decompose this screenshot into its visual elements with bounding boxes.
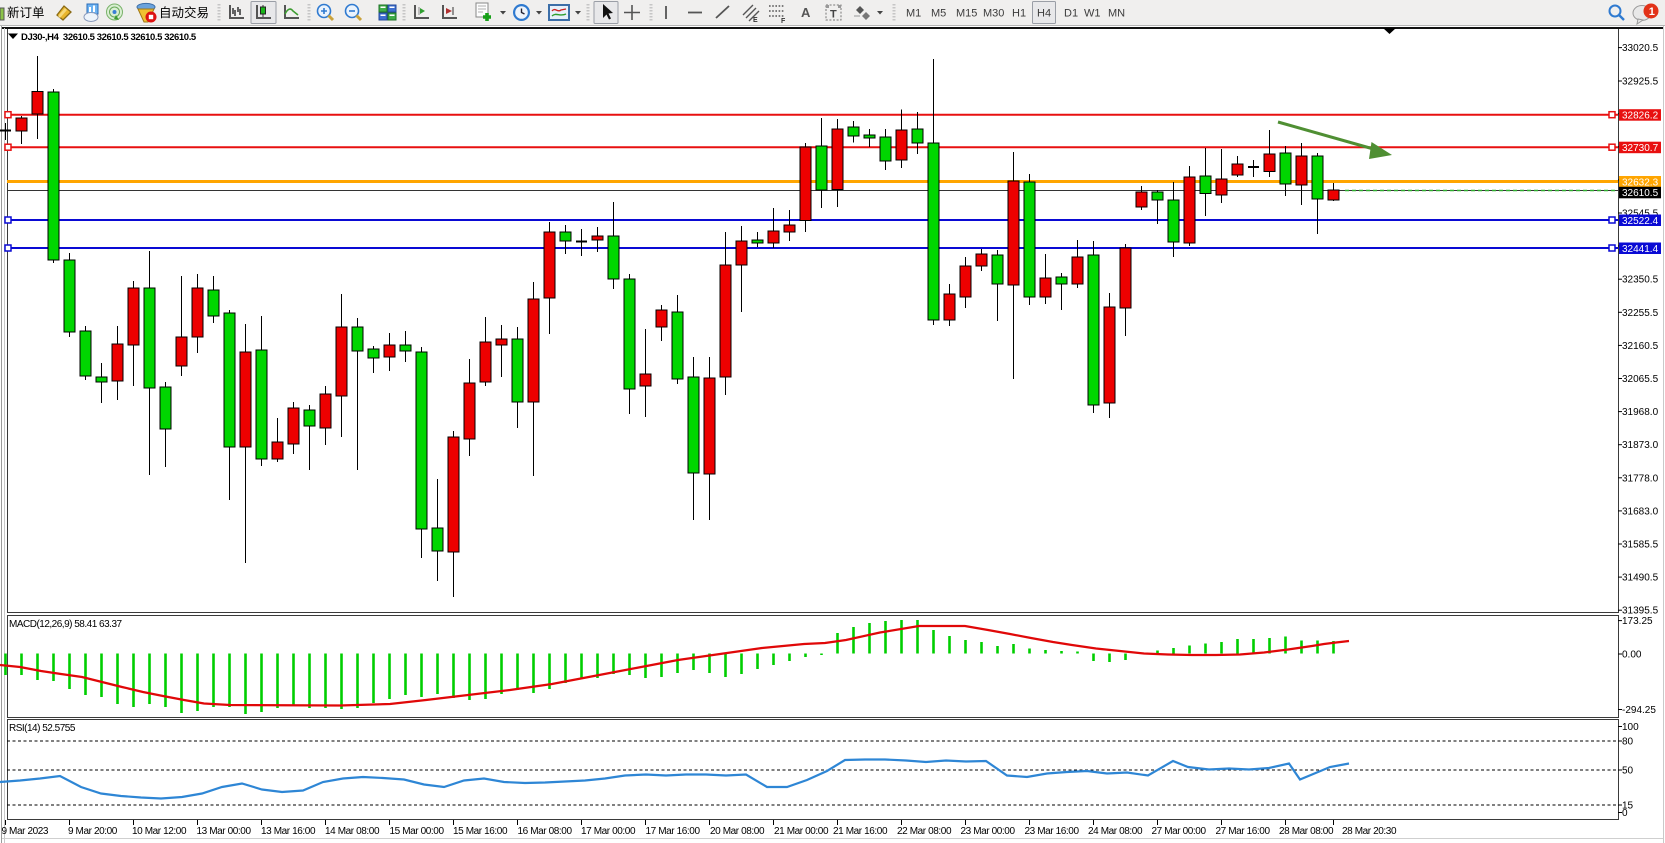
svg-text:32160.5: 32160.5 [1622, 341, 1659, 352]
svg-text:DJ30-,H4 32610.5 32610.5 3261: DJ30-,H4 32610.5 32610.5 32610.5 32610.5 [21, 32, 197, 43]
svg-text:27 Mar 00:00: 27 Mar 00:00 [1152, 826, 1207, 837]
svg-text:31683.0: 31683.0 [1622, 506, 1659, 517]
svg-text:14 Mar 08:00: 14 Mar 08:00 [325, 826, 380, 837]
svg-text:0: 0 [1622, 808, 1628, 819]
svg-text:13 Mar 00:00: 13 Mar 00:00 [197, 826, 252, 837]
svg-text:MN: MN [1108, 8, 1125, 20]
svg-text:RSI(14) 52.5755: RSI(14) 52.5755 [9, 723, 76, 734]
svg-text:F: F [781, 18, 786, 25]
svg-text:173.25: 173.25 [1622, 616, 1653, 627]
svg-text:15: 15 [1622, 801, 1634, 812]
svg-text:80: 80 [1622, 737, 1634, 748]
svg-text:1: 1 [1649, 6, 1655, 18]
svg-text:0.00: 0.00 [1622, 650, 1642, 661]
svg-text:22 Mar 08:00: 22 Mar 08:00 [897, 826, 952, 837]
svg-text:M5: M5 [931, 8, 946, 20]
svg-text:31490.5: 31490.5 [1622, 573, 1659, 584]
svg-text:21 Mar 00:00: 21 Mar 00:00 [774, 826, 829, 837]
svg-text:21 Mar 16:00: 21 Mar 16:00 [833, 826, 888, 837]
svg-text:33020.5: 33020.5 [1622, 43, 1659, 54]
svg-text:32632.3: 32632.3 [1622, 177, 1659, 188]
svg-text:31395.5: 31395.5 [1622, 606, 1659, 617]
svg-text:32441.4: 32441.4 [1622, 244, 1659, 255]
svg-text:M15: M15 [956, 8, 977, 20]
svg-text:H1: H1 [1012, 8, 1026, 20]
svg-text:15 Mar 16:00: 15 Mar 16:00 [453, 826, 508, 837]
svg-text:D1: D1 [1064, 8, 1078, 20]
svg-text:E: E [753, 17, 758, 24]
svg-text:28 Mar 20:30: 28 Mar 20:30 [1342, 826, 1397, 837]
svg-text:32065.5: 32065.5 [1622, 374, 1659, 385]
svg-text:32350.5: 32350.5 [1622, 275, 1659, 286]
svg-text:16 Mar 08:00: 16 Mar 08:00 [518, 826, 573, 837]
svg-text:17 Mar 16:00: 17 Mar 16:00 [646, 826, 701, 837]
svg-text:32255.5: 32255.5 [1622, 308, 1659, 319]
svg-text:A: A [801, 5, 811, 20]
svg-text:10 Mar 12:00: 10 Mar 12:00 [132, 826, 187, 837]
svg-text:13 Mar 16:00: 13 Mar 16:00 [261, 826, 316, 837]
svg-text:H4: H4 [1037, 8, 1051, 20]
svg-text:T: T [830, 9, 837, 21]
svg-text:23 Mar 00:00: 23 Mar 00:00 [961, 826, 1016, 837]
svg-text:31778.0: 31778.0 [1622, 473, 1659, 484]
svg-text:31873.0: 31873.0 [1622, 440, 1659, 451]
svg-text:32826.2: 32826.2 [1622, 111, 1659, 122]
svg-text:23 Mar 16:00: 23 Mar 16:00 [1025, 826, 1080, 837]
svg-text:M30: M30 [983, 8, 1004, 20]
svg-text:9 Mar 20:00: 9 Mar 20:00 [68, 826, 118, 837]
svg-text:28 Mar 08:00: 28 Mar 08:00 [1279, 826, 1334, 837]
svg-text:32522.4: 32522.4 [1622, 216, 1659, 227]
svg-text:24 Mar 08:00: 24 Mar 08:00 [1088, 826, 1143, 837]
svg-text:32730.7: 32730.7 [1622, 143, 1659, 154]
svg-text:15 Mar 00:00: 15 Mar 00:00 [390, 826, 445, 837]
svg-text:32545.5: 32545.5 [1622, 209, 1659, 220]
svg-text:100: 100 [1622, 722, 1639, 733]
svg-text:W1: W1 [1084, 8, 1101, 20]
svg-text:新订单: 新订单 [7, 5, 45, 20]
svg-text:20 Mar 08:00: 20 Mar 08:00 [710, 826, 765, 837]
svg-text:9 Mar 2023: 9 Mar 2023 [2, 826, 49, 837]
svg-text:31585.5: 31585.5 [1622, 540, 1659, 551]
svg-text:M1: M1 [906, 8, 921, 20]
svg-text:-294.25: -294.25 [1622, 705, 1656, 716]
svg-text:自动交易: 自动交易 [159, 5, 209, 20]
svg-text:32925.5: 32925.5 [1622, 77, 1659, 88]
svg-text:27 Mar 16:00: 27 Mar 16:00 [1216, 826, 1271, 837]
svg-text:17 Mar 00:00: 17 Mar 00:00 [581, 826, 636, 837]
svg-text:31968.0: 31968.0 [1622, 407, 1659, 418]
svg-text:50: 50 [1622, 766, 1634, 777]
svg-text:32610.5: 32610.5 [1622, 188, 1659, 199]
svg-text:MACD(12,26,9) 58.41 63.37: MACD(12,26,9) 58.41 63.37 [9, 619, 123, 630]
